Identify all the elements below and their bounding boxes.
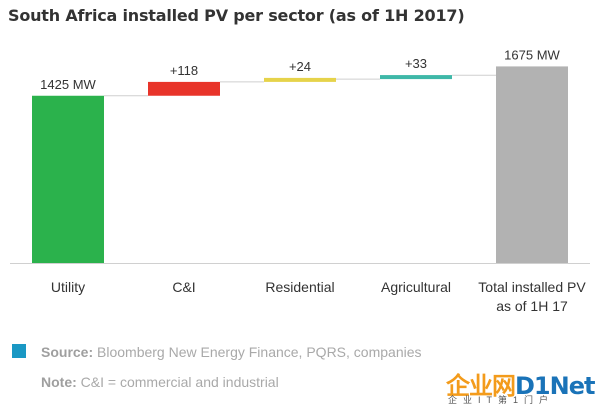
chart-title: South Africa installed PV per sector (as…: [8, 6, 465, 25]
legend-swatch: [12, 344, 26, 358]
category-label: Residential: [265, 279, 334, 295]
note-label: Note:: [41, 374, 77, 390]
watermark-brand: D1Net: [515, 372, 595, 400]
source-note: Source: Bloomberg New Energy Finance, PQ…: [41, 344, 422, 360]
note-text: C&I = commercial and industrial: [76, 374, 279, 390]
data-label: 1675 MW: [504, 47, 560, 62]
waterfall-chart: 1425 MW Utility +118 C&I +24 Residential +33 Ag…: [10, 47, 590, 314]
category-label: C&I: [172, 279, 195, 295]
bar: [264, 77, 336, 82]
bar: [32, 95, 104, 263]
data-label: +24: [289, 59, 311, 74]
data-label: +118: [170, 63, 198, 78]
bar: [496, 66, 568, 263]
watermark-subtitle: 企业IT第1门户: [448, 395, 555, 405]
data-label: +33: [405, 56, 427, 71]
data-label: 1425 MW: [40, 77, 96, 92]
source-text: Bloomberg New Energy Finance, PQRS, comp…: [93, 344, 422, 360]
category-label: Total installed PV: [478, 279, 586, 295]
category-label: as of 1H 17: [496, 298, 568, 314]
category-label: Utility: [51, 279, 85, 295]
bar: [380, 75, 452, 80]
category-label: Agricultural: [381, 279, 451, 295]
bar: [148, 81, 220, 96]
watermark-chinese: 企业网: [446, 372, 516, 400]
footnote: Note: C&I = commercial and industrial: [41, 374, 279, 390]
watermark-logo: 企业网D1Net 企业IT第1门户: [446, 366, 598, 405]
watermark-main: 企业网D1Net: [446, 366, 595, 401]
source-label: Source:: [41, 344, 94, 360]
